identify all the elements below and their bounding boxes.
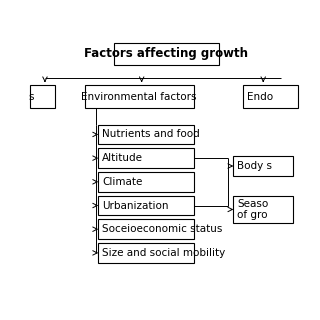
Text: s: s bbox=[28, 92, 34, 101]
FancyBboxPatch shape bbox=[98, 172, 194, 192]
FancyBboxPatch shape bbox=[234, 196, 293, 223]
FancyBboxPatch shape bbox=[98, 243, 194, 263]
FancyBboxPatch shape bbox=[98, 220, 194, 239]
FancyBboxPatch shape bbox=[115, 43, 219, 65]
Text: Nutrients and food: Nutrients and food bbox=[102, 129, 200, 140]
FancyBboxPatch shape bbox=[98, 196, 194, 215]
Text: Body s: Body s bbox=[237, 161, 272, 171]
Text: Soceioeconomic status: Soceioeconomic status bbox=[102, 224, 222, 234]
Text: Factors affecting growth: Factors affecting growth bbox=[84, 47, 249, 60]
Text: Endo: Endo bbox=[247, 92, 273, 101]
Text: Climate: Climate bbox=[102, 177, 142, 187]
FancyBboxPatch shape bbox=[234, 156, 293, 176]
Text: Seaso
of gro: Seaso of gro bbox=[237, 199, 268, 220]
FancyBboxPatch shape bbox=[98, 148, 194, 168]
Text: Size and social mobility: Size and social mobility bbox=[102, 248, 225, 258]
FancyBboxPatch shape bbox=[30, 85, 55, 108]
Text: Urbanization: Urbanization bbox=[102, 201, 169, 211]
Text: Environmental factors: Environmental factors bbox=[82, 92, 197, 101]
FancyBboxPatch shape bbox=[98, 124, 194, 144]
Text: Altitude: Altitude bbox=[102, 153, 143, 163]
FancyBboxPatch shape bbox=[243, 85, 298, 108]
FancyBboxPatch shape bbox=[84, 85, 194, 108]
